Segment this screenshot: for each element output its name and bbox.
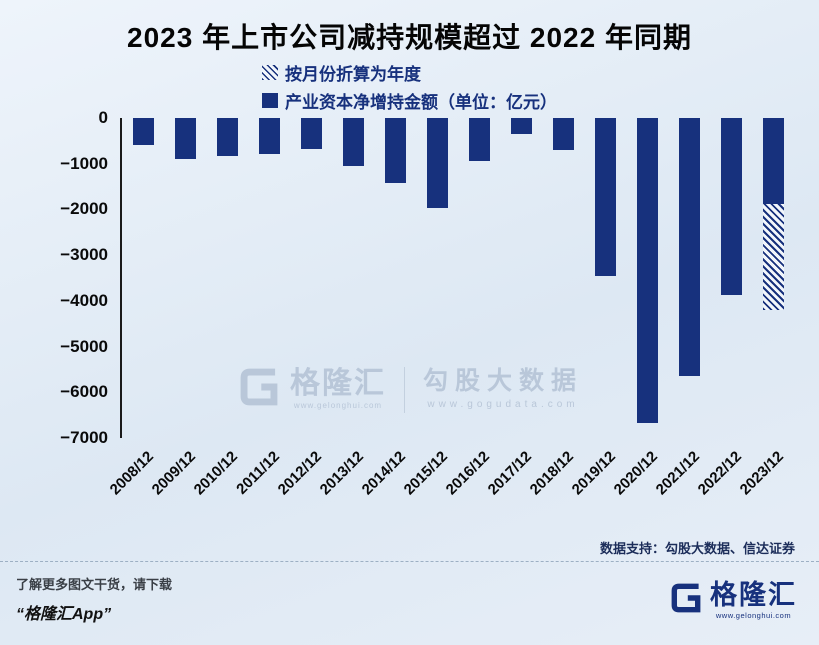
bar-chart: 格隆汇 www.gelonghui.com 勾股大数据 www.gogudata…: [0, 108, 819, 548]
plot-area: [120, 118, 794, 438]
y-axis-label: −4000: [60, 290, 108, 310]
legend-label-annualized: 按月份折算为年度: [285, 65, 421, 84]
bar-2012-12: [300, 118, 322, 149]
legend-item-net: 产业资本净增持金额（单位：亿元）: [262, 88, 557, 113]
y-axis-label: −1000: [60, 153, 108, 173]
bar-2015-12: [426, 118, 448, 208]
legend: 按月份折算为年度 产业资本净增持金额（单位：亿元）: [0, 60, 819, 116]
chart-title: 2023 年上市公司减持规模超过 2022 年同期: [127, 22, 692, 53]
footer-app-name: “格隆汇App”: [16, 606, 112, 623]
bar-2017-12: [510, 118, 532, 134]
bar-2022-12: [720, 118, 742, 295]
y-axis-label: −7000: [60, 428, 108, 447]
bar-2008-12: [132, 118, 154, 145]
footer-logo-url: www.gelonghui.com: [715, 610, 792, 620]
bar-2009-12: [174, 118, 196, 159]
bar-2011-12: [258, 118, 280, 154]
bar-2023-12: [762, 118, 784, 204]
solid-swatch-icon: [262, 93, 278, 108]
y-axis-label: −5000: [60, 336, 108, 356]
bar-2010-12: [216, 118, 238, 156]
y-axis: 0 −1000 −2000 −3000 −4000 −5000 −6000 −7000: [0, 108, 108, 447]
gelonghui-logo-icon: [668, 580, 704, 621]
footer-logo: 格隆汇 www.gelonghui.com: [668, 580, 797, 621]
bar-2014-12: [384, 118, 406, 183]
legend-item-annualized: 按月份折算为年度: [262, 60, 557, 85]
footer-divider: [0, 561, 819, 562]
source-note: 数据支持：勾股大数据、信达证券: [599, 541, 795, 556]
bar-2020-12: [636, 118, 658, 423]
y-axis-label: −3000: [60, 245, 108, 265]
legend-label-net: 产业资本净增持金额（单位：亿元）: [285, 93, 557, 112]
bar-2013-12: [342, 118, 364, 166]
y-axis-label: −2000: [60, 199, 108, 219]
footer-promo-text: 了解更多图文干货，请下载: [16, 577, 173, 592]
y-axis-label: −6000: [60, 382, 108, 402]
bar-2018-12: [552, 118, 574, 150]
bar-annualized-2023-12: [762, 204, 784, 310]
bar-2021-12: [678, 118, 700, 376]
footer-logo-brand: 格隆汇: [710, 579, 797, 610]
bar-2016-12: [468, 118, 490, 161]
y-axis-label: 0: [98, 108, 108, 127]
hatched-swatch-icon: [262, 65, 278, 80]
bar-2019-12: [594, 118, 616, 276]
